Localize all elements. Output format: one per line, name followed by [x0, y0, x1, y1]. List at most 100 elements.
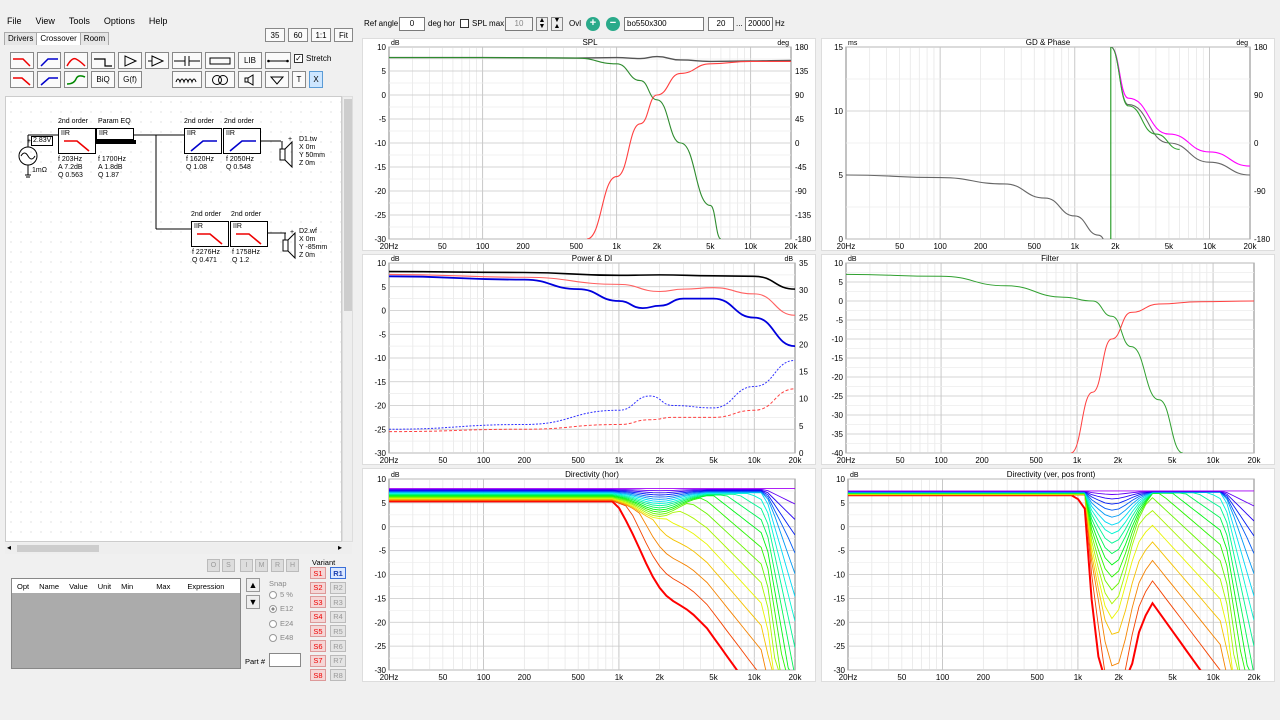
add-overlay-icon[interactable]: +: [586, 17, 600, 31]
snap-5pct-radio[interactable]: 5 %: [269, 590, 293, 599]
x-tick-label: 500: [1031, 673, 1045, 682]
scroll-right-icon[interactable]: ▸: [338, 543, 343, 552]
tab-drivers[interactable]: Drivers: [4, 32, 38, 45]
biquad-button[interactable]: BiQ: [91, 71, 115, 88]
menu-tools[interactable]: Tools: [68, 16, 90, 26]
capacitor-button[interactable]: [172, 52, 202, 69]
gf-button[interactable]: G(f): [118, 71, 142, 88]
spin-collapse-icon[interactable]: ▼ ▲: [551, 17, 563, 31]
snap-e12-radio[interactable]: E12: [269, 604, 293, 613]
bandpass-red-button[interactable]: [64, 52, 88, 69]
lowpass-red2-button[interactable]: [10, 71, 34, 88]
lowpass-red-button[interactable]: [10, 52, 34, 69]
menu-options[interactable]: Options: [103, 16, 135, 26]
variant-s2-button[interactable]: S2: [310, 581, 326, 594]
buffer-button[interactable]: [145, 52, 169, 69]
shelf-green-button[interactable]: [64, 71, 88, 88]
x-button[interactable]: X: [309, 71, 323, 88]
variant-s4-button[interactable]: S4: [310, 610, 326, 623]
stretch-checkbox[interactable]: ✓ Stretch: [294, 54, 332, 63]
move-down-icon[interactable]: ▼: [246, 595, 260, 609]
freq-high-input[interactable]: 20000: [745, 17, 773, 31]
x-tick-label: 5k: [1165, 242, 1174, 251]
spl-max-checkbox[interactable]: [460, 19, 469, 28]
driver-d1-label[interactable]: D1.tw X 0m Y 50mm Z 0m: [299, 136, 325, 167]
variant-s3-button[interactable]: S3: [310, 596, 326, 609]
variant-s1-button[interactable]: S1: [310, 567, 326, 579]
chart-directivity-hor[interactable]: 20Hz 50 100 200 500 1k 2k 5k 10k 20k 10 5 0 -5 -10 -15-…: [362, 468, 816, 682]
state-o-button[interactable]: O: [207, 559, 220, 572]
variant-r2-button[interactable]: R2: [330, 581, 346, 594]
state-m-button[interactable]: M: [255, 559, 268, 572]
schematic-hscroll[interactable]: ◂ ▸: [5, 543, 352, 554]
vscroll-thumb[interactable]: [344, 99, 352, 311]
variant-s5-button[interactable]: S5: [310, 625, 326, 638]
zoom-35-button[interactable]: 35: [265, 28, 285, 42]
scroll-left-icon[interactable]: ◂: [7, 543, 12, 552]
block-tw1[interactable]: IIR: [184, 128, 222, 154]
variant-s7-button[interactable]: S7: [310, 654, 326, 667]
wire-button[interactable]: [265, 52, 291, 69]
state-h-button[interactable]: H: [286, 559, 299, 572]
notch-button[interactable]: [91, 52, 115, 69]
chart-filter[interactable]: 20Hz 50 100 200 500 1k 2k 5k 10k 20k 10 5 0 -5 -10 -15-…: [821, 254, 1275, 465]
hscroll-thumb[interactable]: [17, 545, 99, 552]
freq-low-input[interactable]: 20: [708, 17, 734, 31]
variant-s6-button[interactable]: S6: [310, 640, 326, 652]
block-wf1[interactable]: IIR: [191, 221, 229, 247]
tab-room[interactable]: Room: [79, 32, 110, 45]
zoom-fit-button[interactable]: Fit: [334, 28, 353, 42]
chart-gd-phase[interactable]: 20Hz 50 100 200 500 1k 2k 5k 10k 20k 15 10 5 0 180 90 0-…: [821, 38, 1275, 251]
snap-e48-radio[interactable]: E48: [269, 633, 293, 642]
schematic-vscroll[interactable]: [342, 96, 353, 542]
crossover-schematic[interactable]: + + + 2.83V 1mΩ 2nd order IIR f 203Hz A 7…: [5, 96, 342, 542]
text-button[interactable]: T: [292, 71, 306, 88]
menu-view[interactable]: View: [35, 16, 55, 26]
overlay-preset-input[interactable]: bo550x300: [624, 17, 704, 31]
speaker-button[interactable]: [238, 71, 262, 88]
menu-help[interactable]: Help: [148, 16, 168, 26]
state-s-button[interactable]: S: [222, 559, 235, 572]
transformer-button[interactable]: [205, 71, 235, 88]
chart-directivity-ver[interactable]: 20Hz 50 100 200 500 1k 2k 5k 10k 20k 10 5 0 -5 -10 -15-…: [821, 468, 1275, 682]
state-r-button[interactable]: R: [271, 559, 284, 572]
y-right-tick-label: -180: [795, 235, 812, 244]
block-peq[interactable]: IIR: [96, 128, 134, 140]
chart-power-di[interactable]: 20Hz 50 100 200 500 1k 2k 5k 10k 20k 10 5 0 -5 -10 -15-…: [362, 254, 816, 465]
spl-max-input[interactable]: 10: [505, 17, 533, 31]
chart-spl[interactable]: 20Hz 50 100 200 500 1k 2k 5k 10k 20k 10 5 0 -5 -10 -15-…: [362, 38, 816, 251]
variant-r1-button[interactable]: R1: [330, 567, 346, 579]
variant-r8-button[interactable]: R8: [330, 669, 346, 682]
ground-button[interactable]: [265, 71, 289, 88]
variant-r7-button[interactable]: R7: [330, 654, 346, 667]
zoom-1to1-button[interactable]: 1:1: [311, 28, 331, 42]
variant-r5-button[interactable]: R5: [330, 625, 346, 638]
snap-e24-radio[interactable]: E24: [269, 619, 293, 628]
variant-r4-button[interactable]: R4: [330, 610, 346, 623]
variant-s8-button[interactable]: S8: [310, 669, 326, 682]
parameter-table[interactable]: Opt Name Value Unit Min Max Expression: [11, 578, 241, 669]
x-tick-label: 100: [477, 456, 491, 465]
move-up-icon[interactable]: ▲: [246, 578, 260, 592]
highpass-blue2-button[interactable]: [37, 71, 61, 88]
spin-up-down-icon[interactable]: ▲ ▼: [536, 17, 548, 31]
remove-overlay-icon[interactable]: −: [606, 17, 620, 31]
block-wf2[interactable]: IIR: [230, 221, 268, 247]
part-input[interactable]: [269, 653, 301, 667]
block-hp1[interactable]: IIR: [58, 128, 96, 154]
resistor-button[interactable]: [205, 52, 235, 69]
library-button[interactable]: LIB: [238, 52, 262, 69]
x-tick-label: 50: [895, 242, 904, 251]
zoom-60-button[interactable]: 60: [288, 28, 308, 42]
variant-r6-button[interactable]: R6: [330, 640, 346, 652]
variant-r3-button[interactable]: R3: [330, 596, 346, 609]
highpass-blue-button[interactable]: [37, 52, 61, 69]
menu-file[interactable]: File: [7, 16, 22, 26]
inductor-button[interactable]: [172, 71, 202, 88]
ref-angle-input[interactable]: 0: [399, 17, 425, 31]
amplifier-button[interactable]: [118, 52, 142, 69]
driver-d2-label[interactable]: D2.wf X 0m Y -85mm Z 0m: [299, 228, 328, 259]
state-i-button[interactable]: I: [240, 559, 253, 572]
tab-crossover[interactable]: Crossover: [36, 32, 81, 45]
block-tw2[interactable]: IIR: [223, 128, 261, 154]
